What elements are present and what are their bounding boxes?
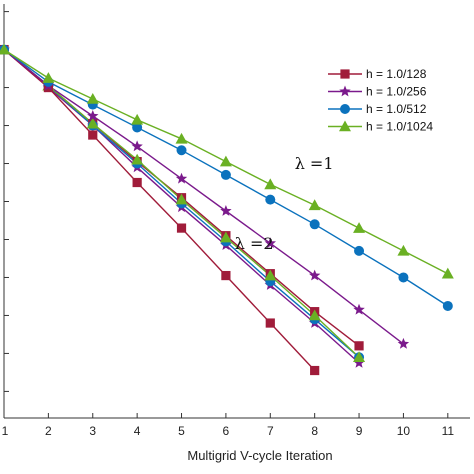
data-point-star xyxy=(175,172,188,184)
data-point-triangle xyxy=(42,72,55,83)
series-markers xyxy=(0,43,454,376)
x-tick-label: 5 xyxy=(178,424,185,438)
lambda-annotation: λ =2 xyxy=(235,234,274,253)
data-point-square xyxy=(221,270,231,281)
data-point-triangle xyxy=(0,43,10,55)
x-tick-label: 2 xyxy=(45,424,52,438)
x-tick-label: 10 xyxy=(397,424,411,438)
lambda-annotation: λ =1 xyxy=(295,154,334,173)
data-point-star xyxy=(339,85,351,97)
data-point-star xyxy=(220,205,232,216)
data-point-square xyxy=(265,318,275,328)
data-point-triangle xyxy=(175,132,188,144)
data-point-triangle xyxy=(86,92,99,104)
x-tick-label: 6 xyxy=(223,424,230,438)
data-point-square xyxy=(340,69,350,79)
data-point-square xyxy=(310,365,320,376)
legend: h = 1.0/128 h = 1.0/256 h = 1.0/512 h = 1.0… xyxy=(328,67,433,134)
data-point-square xyxy=(354,341,364,351)
annotations: λ =1 λ =2 xyxy=(235,154,334,253)
legend-label: h = 1.0/128 xyxy=(366,67,427,81)
data-point-triangle xyxy=(264,269,277,281)
data-point-triangle xyxy=(397,244,410,256)
data-point-triangle xyxy=(219,155,232,167)
data-point-star xyxy=(264,237,276,249)
legend-label: h = 1.0/1024 xyxy=(366,120,433,134)
data-point-circle xyxy=(309,219,320,230)
data-point-star xyxy=(353,303,365,315)
data-point-star xyxy=(397,337,410,349)
data-point-square xyxy=(88,130,98,140)
data-point-circle xyxy=(132,122,143,133)
data-point-circle xyxy=(220,169,231,180)
data-point-triangle xyxy=(441,267,454,279)
data-point-circle xyxy=(442,300,453,311)
data-point-triangle xyxy=(339,120,351,132)
data-point-triangle xyxy=(131,153,144,165)
legend-label: h = 1.0/256 xyxy=(366,85,427,99)
data-point-triangle xyxy=(264,178,277,190)
legend-label: h = 1.0/512 xyxy=(366,102,427,116)
data-point-triangle xyxy=(353,222,366,233)
data-point-circle xyxy=(265,194,276,205)
data-point-circle xyxy=(176,145,187,156)
x-tick-label: 3 xyxy=(89,424,96,438)
data-point-circle xyxy=(398,272,409,283)
data-point-star xyxy=(87,110,99,121)
data-point-triangle xyxy=(353,351,366,363)
x-tick-label: 11 xyxy=(442,424,455,438)
data-point-triangle xyxy=(131,113,144,125)
data-point-star xyxy=(309,269,321,281)
axes: 1 2 3 4 5 6 7 8 9 10 11 xyxy=(2,4,470,438)
data-point-square xyxy=(132,177,142,188)
data-point-triangle xyxy=(86,117,99,129)
x-tick-label: 7 xyxy=(267,424,274,438)
data-point-triangle xyxy=(308,199,321,211)
data-point-star xyxy=(353,356,365,368)
data-point-triangle xyxy=(308,309,321,321)
data-point-square xyxy=(176,223,187,233)
x-tick-label: 4 xyxy=(134,424,141,438)
data-point-triangle xyxy=(175,193,188,205)
data-point-triangle xyxy=(219,231,232,243)
x-tick-label: 8 xyxy=(311,424,318,438)
x-axis-title: Multigrid V-cycle Iteration xyxy=(187,448,332,463)
lambda1-series-line-1 xyxy=(3,49,404,345)
x-tick-label: 1 xyxy=(2,424,9,438)
data-point-star xyxy=(131,140,143,152)
data-point-circle xyxy=(340,104,350,114)
x-tick-label: 9 xyxy=(356,424,363,438)
lambda1-series-line-0 xyxy=(3,49,316,371)
data-point-circle xyxy=(354,245,365,256)
